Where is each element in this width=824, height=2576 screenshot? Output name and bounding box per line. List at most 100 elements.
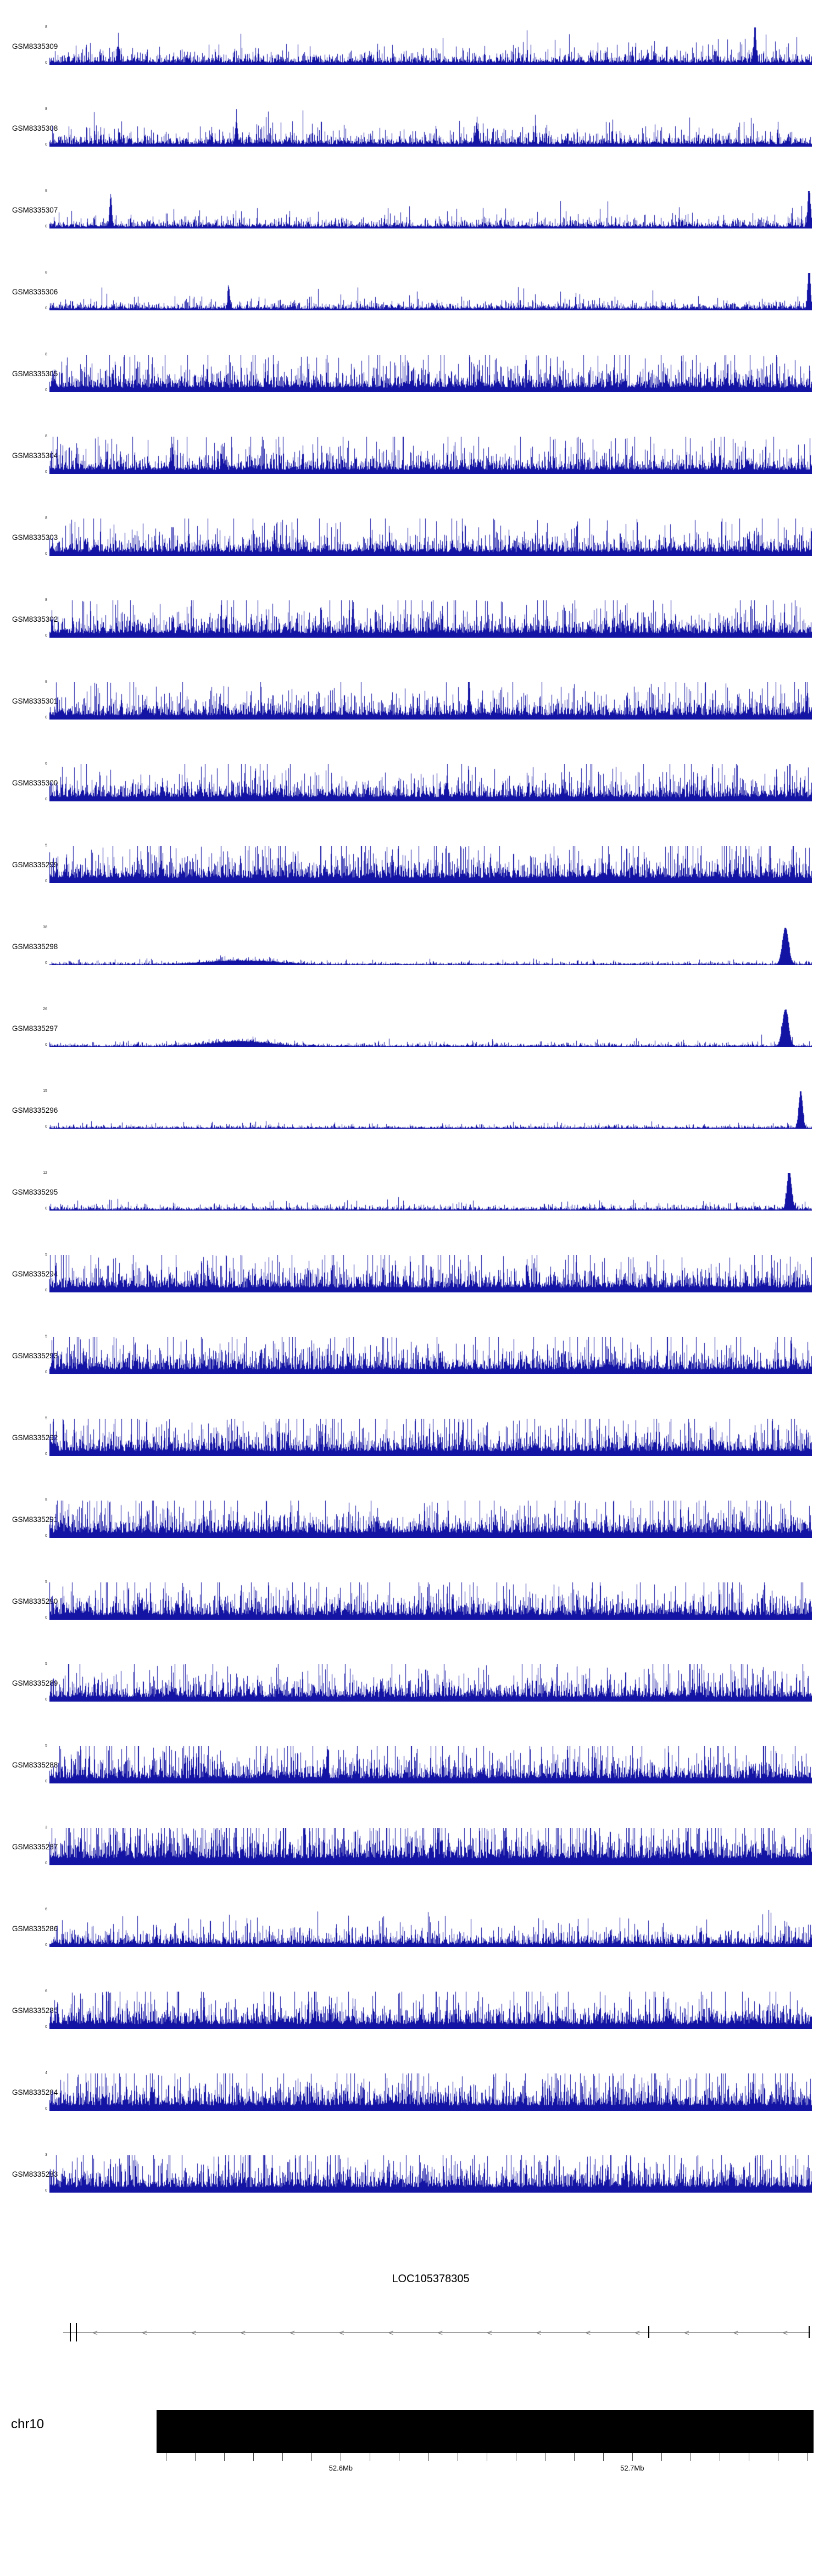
y-axis-min-label: 0 — [45, 1698, 47, 1702]
strand-arrow-icon: < — [733, 2328, 739, 2338]
coverage-track-row: GSM8335294 5 0 — [0, 1250, 824, 1331]
coverage-signal-canvas — [49, 1582, 812, 1620]
coverage-plot — [49, 682, 812, 720]
coverage-signal-canvas — [49, 109, 812, 147]
y-axis-max-label: 26 — [43, 1007, 47, 1011]
y-axis-max-label: 15 — [43, 1089, 47, 1093]
track-label: GSM8335297 — [12, 1024, 58, 1033]
y-axis-max-label: 6 — [45, 1908, 47, 1911]
coverage-track-row: GSM8335308 8 0 — [0, 104, 824, 186]
coverage-plot — [49, 1010, 812, 1047]
y-axis-max-label: 5 — [45, 1580, 47, 1584]
y-axis-max-label: 5 — [45, 1417, 47, 1420]
coverage-signal-canvas — [49, 600, 812, 638]
y-axis-min-label: 0 — [45, 961, 47, 965]
coverage-signal-canvas — [49, 1337, 812, 1374]
y-axis-max-label: 8 — [45, 434, 47, 438]
coverage-plot — [49, 764, 812, 801]
axis-tick — [661, 2453, 662, 2461]
coverage-track-row: GSM8335301 8 0 — [0, 677, 824, 759]
coverage-plot — [49, 2155, 812, 2193]
track-label: GSM8335303 — [12, 533, 58, 542]
track-label: GSM8335288 — [12, 1761, 58, 1769]
strand-arrow-icon: < — [142, 2328, 147, 2338]
strand-arrow-icon: < — [388, 2328, 394, 2338]
y-axis-max-label: 3 — [45, 1826, 47, 1830]
track-label: GSM8335286 — [12, 1925, 58, 1933]
strand-arrow-icon: < — [684, 2328, 689, 2338]
y-axis-min-label: 0 — [45, 470, 47, 474]
axis-tick-label: 52.7Mb — [620, 2464, 644, 2472]
coverage-signal-canvas — [49, 191, 812, 228]
coverage-track-row: GSM8335307 8 0 — [0, 186, 824, 267]
y-axis-max-label: 5 — [45, 844, 47, 847]
track-label: GSM8335294 — [12, 1270, 58, 1278]
axis-tick — [603, 2453, 604, 2461]
track-label: GSM8335287 — [12, 1843, 58, 1851]
coverage-plot — [49, 600, 812, 638]
gene-name-label: LOC105378305 — [392, 2273, 470, 2285]
y-axis-max-label: 8 — [45, 598, 47, 602]
axis-tick — [632, 2453, 633, 2461]
coverage-track-row: GSM8335290 5 0 — [0, 1577, 824, 1659]
y-axis-min-label: 0 — [45, 61, 47, 65]
y-axis-max-label: 38 — [43, 925, 47, 929]
y-axis-min-label: 0 — [45, 1289, 47, 1292]
strand-arrow-icon: < — [634, 2328, 640, 2338]
coverage-track-row: GSM8335304 8 0 — [0, 431, 824, 513]
coverage-track-row: GSM8335289 5 0 — [0, 1659, 824, 1741]
y-axis-min-label: 0 — [45, 1125, 47, 1129]
track-label: GSM8335290 — [12, 1597, 58, 1605]
strand-arrow-icon: < — [437, 2328, 443, 2338]
exon-mark — [648, 2326, 649, 2338]
coverage-track-row: GSM8335309 8 0 — [0, 22, 824, 104]
coverage-track-row: GSM8335292 5 0 — [0, 1413, 824, 1495]
y-axis-min-label: 0 — [45, 634, 47, 638]
y-axis-max-label: 8 — [45, 353, 47, 356]
y-axis-max-label: 4 — [45, 2071, 47, 2075]
track-label: GSM8335293 — [12, 1352, 58, 1360]
y-axis-min-label: 0 — [45, 2025, 47, 2029]
track-label: GSM8335289 — [12, 1679, 58, 1687]
track-label: GSM8335301 — [12, 697, 58, 705]
y-axis-min-label: 0 — [45, 1861, 47, 1865]
coverage-signal-canvas — [49, 1255, 812, 1292]
chromosome-region-bar — [157, 2410, 814, 2453]
y-axis-max-label: 12 — [43, 1171, 47, 1175]
track-label: GSM8335291 — [12, 1515, 58, 1524]
coverage-track-row: GSM8335299 5 0 — [0, 840, 824, 922]
coverage-plot — [49, 355, 812, 392]
y-axis-max-label: 8 — [45, 25, 47, 29]
coverage-plot — [49, 1255, 812, 1292]
track-label: GSM8335307 — [12, 206, 58, 214]
coverage-plot — [49, 1419, 812, 1456]
coverage-track-row: GSM8335306 8 0 — [0, 267, 824, 349]
strand-arrow-icon: < — [782, 2328, 788, 2338]
exon-mark — [70, 2323, 71, 2341]
coverage-signal-canvas — [49, 273, 812, 310]
track-label: GSM8335296 — [12, 1106, 58, 1114]
y-axis-max-label: 8 — [45, 516, 47, 520]
y-axis-max-label: 5 — [45, 1744, 47, 1748]
strand-arrow-icon: < — [92, 2328, 98, 2338]
y-axis-max-label: 8 — [45, 271, 47, 275]
coverage-signal-canvas — [49, 437, 812, 474]
y-axis-min-label: 0 — [45, 552, 47, 556]
coverage-plot — [49, 2073, 812, 2111]
coverage-track-row: GSM8335295 12 0 — [0, 1168, 824, 1250]
coverage-signal-canvas — [49, 1992, 812, 2029]
coverage-plot — [49, 1091, 812, 1129]
coverage-plot — [49, 1664, 812, 1702]
coverage-plot — [49, 109, 812, 147]
track-label: GSM8335284 — [12, 2088, 58, 2097]
coverage-signal-canvas — [49, 1091, 812, 1129]
coverage-track-row: GSM8335297 26 0 — [0, 1004, 824, 1086]
y-axis-max-label: 8 — [45, 680, 47, 684]
y-axis-min-label: 0 — [45, 1370, 47, 1374]
coverage-plot — [49, 1828, 812, 1865]
y-axis-max-label: 3 — [45, 2153, 47, 2157]
coverage-signal-canvas — [49, 518, 812, 556]
axis-tick — [807, 2453, 808, 2461]
coverage-plot — [49, 273, 812, 310]
coverage-track-row: GSM8335284 4 0 — [0, 2068, 824, 2150]
